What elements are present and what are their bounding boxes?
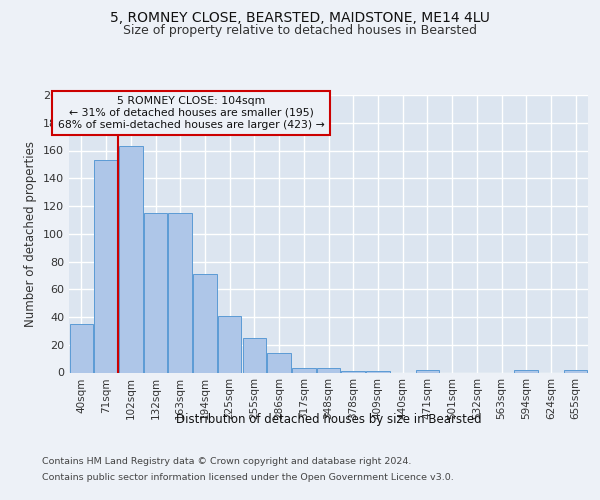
Bar: [268, 353, 291, 372]
Text: Contains public sector information licensed under the Open Government Licence v3: Contains public sector information licen…: [42, 472, 454, 482]
Text: 5 ROMNEY CLOSE: 104sqm
← 31% of detached houses are smaller (195)
68% of semi-de: 5 ROMNEY CLOSE: 104sqm ← 31% of detached…: [58, 96, 325, 130]
Bar: [70, 324, 93, 372]
Bar: [94, 160, 118, 372]
Text: Contains HM Land Registry data © Crown copyright and database right 2024.: Contains HM Land Registry data © Crown c…: [42, 458, 412, 466]
Bar: [564, 370, 587, 372]
Bar: [292, 368, 316, 372]
Bar: [169, 213, 192, 372]
Bar: [341, 371, 365, 372]
Bar: [218, 316, 241, 372]
Bar: [144, 213, 167, 372]
Bar: [119, 146, 143, 372]
Bar: [514, 370, 538, 372]
Bar: [416, 370, 439, 372]
Text: 5, ROMNEY CLOSE, BEARSTED, MAIDSTONE, ME14 4LU: 5, ROMNEY CLOSE, BEARSTED, MAIDSTONE, ME…: [110, 11, 490, 25]
Bar: [242, 338, 266, 372]
Bar: [317, 368, 340, 372]
Text: Distribution of detached houses by size in Bearsted: Distribution of detached houses by size …: [176, 412, 482, 426]
Bar: [193, 274, 217, 372]
Y-axis label: Number of detached properties: Number of detached properties: [25, 141, 37, 327]
Bar: [366, 371, 389, 372]
Text: Size of property relative to detached houses in Bearsted: Size of property relative to detached ho…: [123, 24, 477, 37]
